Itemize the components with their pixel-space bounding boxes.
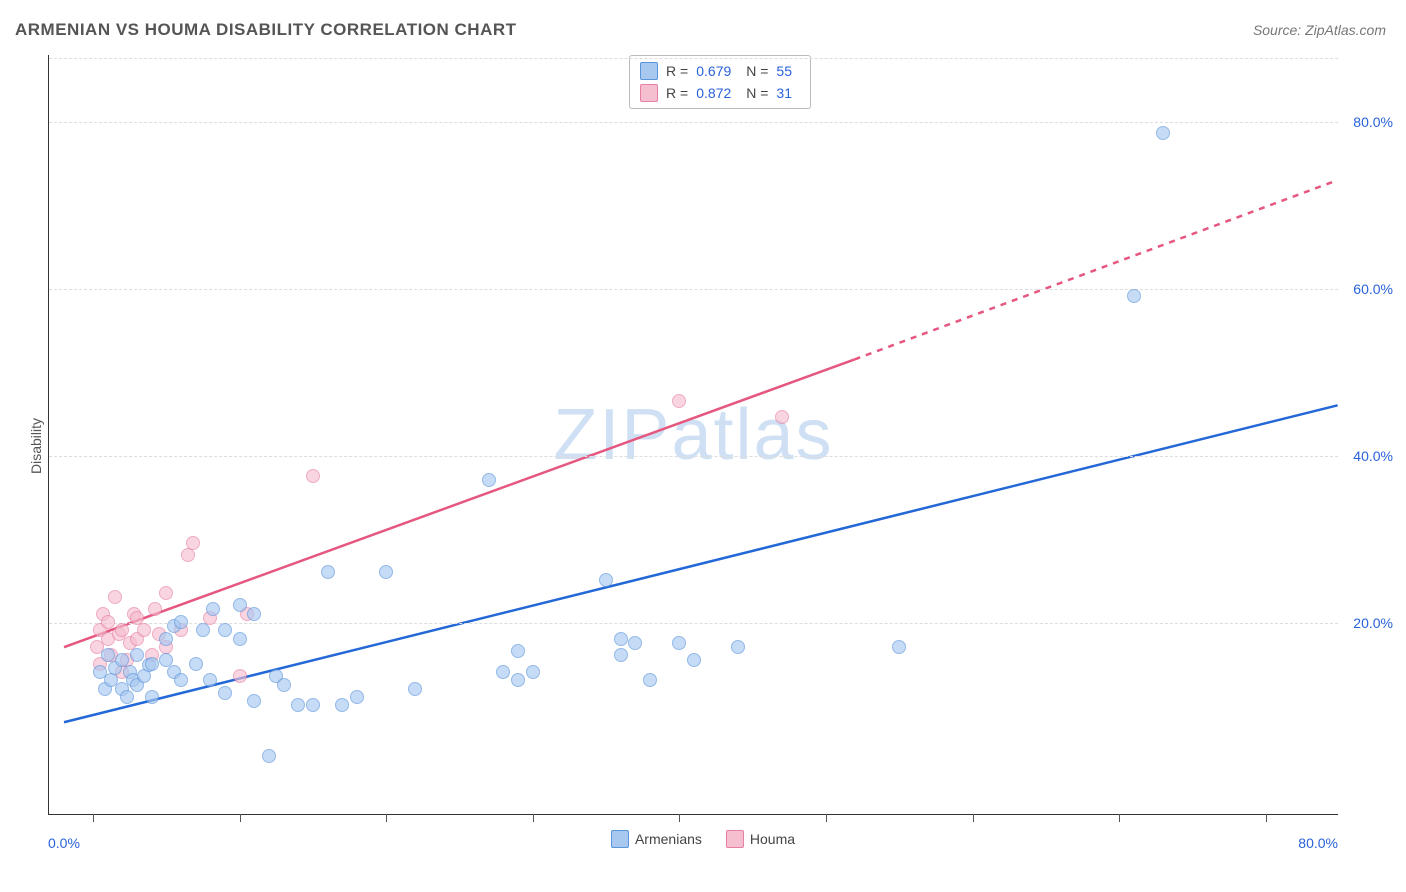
stats-legend: R = 0.679 N = 55 R = 0.872 N = 31 (629, 55, 811, 109)
data-point-armenians (511, 644, 525, 658)
legend-swatch (611, 830, 629, 848)
x-tick (93, 814, 94, 822)
data-point-armenians (1156, 126, 1170, 140)
data-point-armenians (233, 598, 247, 612)
legend-swatch (726, 830, 744, 848)
stats-legend-row: R = 0.679 N = 55 (640, 60, 800, 82)
data-point-armenians (526, 665, 540, 679)
x-tick (240, 814, 241, 822)
legend-n-value: 55 (776, 63, 800, 79)
gridline (49, 58, 1338, 59)
data-point-armenians (687, 653, 701, 667)
data-point-armenians (672, 636, 686, 650)
gridline (49, 289, 1338, 290)
series-legend: Armenians Houma (611, 830, 795, 848)
legend-n-value: 31 (776, 85, 800, 101)
data-point-armenians (892, 640, 906, 654)
data-point-armenians (247, 694, 261, 708)
y-tick-label: 80.0% (1353, 114, 1393, 130)
data-point-armenians (614, 632, 628, 646)
x-tick (386, 814, 387, 822)
data-point-armenians (350, 690, 364, 704)
data-point-armenians (218, 623, 232, 637)
series-legend-item: Armenians (611, 830, 702, 848)
data-point-armenians (233, 632, 247, 646)
data-point-armenians (174, 615, 188, 629)
y-tick-label: 20.0% (1353, 615, 1393, 631)
chart-title: ARMENIAN VS HOUMA DISABILITY CORRELATION… (15, 20, 517, 40)
stats-legend-row: R = 0.872 N = 31 (640, 82, 800, 104)
data-point-armenians (408, 682, 422, 696)
series-legend-item: Houma (726, 830, 795, 848)
data-point-armenians (196, 623, 210, 637)
x-tick (679, 814, 680, 822)
data-point-houma (101, 615, 115, 629)
data-point-armenians (120, 690, 134, 704)
legend-swatch (640, 62, 658, 80)
legend-n-label: N = (746, 85, 768, 101)
legend-n-label: N = (746, 63, 768, 79)
series-legend-label: Houma (750, 831, 795, 847)
data-point-armenians (321, 565, 335, 579)
gridline (49, 456, 1338, 457)
y-tick-label: 60.0% (1353, 281, 1393, 297)
data-point-armenians (496, 665, 510, 679)
data-point-houma (159, 586, 173, 600)
gridline (49, 623, 1338, 624)
data-point-houma (233, 669, 247, 683)
data-point-armenians (379, 565, 393, 579)
data-point-houma (306, 469, 320, 483)
data-point-armenians (159, 632, 173, 646)
y-axis-label: Disability (28, 418, 44, 474)
x-axis-min-label: 0.0% (48, 835, 80, 851)
data-point-armenians (614, 648, 628, 662)
data-point-armenians (1127, 289, 1141, 303)
data-point-houma (148, 602, 162, 616)
legend-r-value: 0.679 (696, 63, 738, 79)
data-point-armenians (174, 673, 188, 687)
x-tick (1119, 814, 1120, 822)
data-point-armenians (291, 698, 305, 712)
data-point-armenians (511, 673, 525, 687)
data-point-houma (137, 623, 151, 637)
x-tick (533, 814, 534, 822)
data-point-armenians (206, 602, 220, 616)
source-attribution: Source: ZipAtlas.com (1253, 22, 1386, 38)
x-tick (973, 814, 974, 822)
data-point-houma (775, 410, 789, 424)
data-point-armenians (262, 749, 276, 763)
legend-r-label: R = (666, 85, 688, 101)
data-point-armenians (203, 673, 217, 687)
data-point-houma (108, 590, 122, 604)
gridline (49, 122, 1338, 123)
y-tick-label: 40.0% (1353, 448, 1393, 464)
data-point-armenians (482, 473, 496, 487)
data-point-armenians (277, 678, 291, 692)
watermark: ZIPatlas (553, 394, 833, 476)
data-point-armenians (130, 648, 144, 662)
data-point-armenians (218, 686, 232, 700)
legend-r-value: 0.872 (696, 85, 738, 101)
data-point-armenians (189, 657, 203, 671)
data-point-armenians (247, 607, 261, 621)
data-point-armenians (599, 573, 613, 587)
plot-area: ZIPatlas R =0.679N =55R =0.872N =31 20.0… (48, 55, 1338, 815)
legend-r-label: R = (666, 63, 688, 79)
trend-lines (49, 55, 1338, 814)
data-point-armenians (731, 640, 745, 654)
x-axis-max-label: 80.0% (1298, 835, 1338, 851)
series-legend-label: Armenians (635, 831, 702, 847)
x-tick (1266, 814, 1267, 822)
x-tick (826, 814, 827, 822)
data-point-houma (186, 536, 200, 550)
data-point-houma (672, 394, 686, 408)
legend-swatch (640, 84, 658, 102)
data-point-armenians (145, 657, 159, 671)
data-point-armenians (628, 636, 642, 650)
data-point-armenians (145, 690, 159, 704)
data-point-armenians (335, 698, 349, 712)
data-point-houma (181, 548, 195, 562)
data-point-armenians (306, 698, 320, 712)
data-point-armenians (643, 673, 657, 687)
